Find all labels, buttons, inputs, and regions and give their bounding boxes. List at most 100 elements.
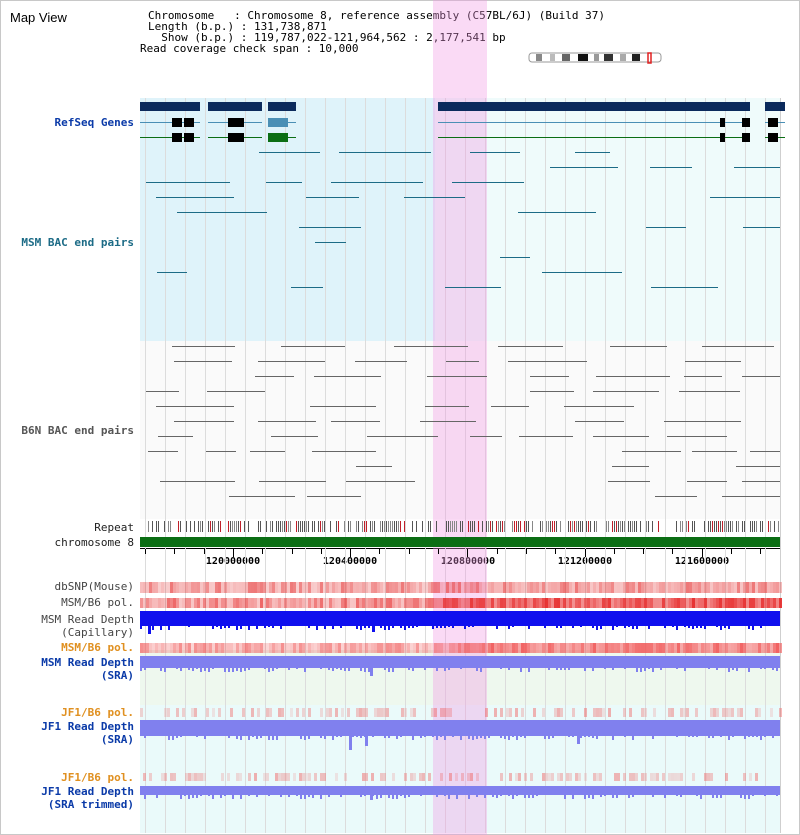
grid-line [285, 98, 286, 833]
heat-cell [431, 643, 434, 653]
heat-cell [398, 582, 401, 593]
read-depth-bar [360, 626, 362, 630]
heat-cell [530, 582, 533, 593]
heat-cell [542, 582, 545, 593]
heat-cell [314, 598, 317, 608]
read-depth-bar [320, 668, 322, 669]
heat-cell [224, 643, 227, 653]
heat-cell [407, 582, 410, 593]
read-depth-bar [336, 668, 338, 669]
read-depth-bar [384, 626, 386, 630]
repeat-element [756, 521, 757, 532]
repeat-element [456, 521, 457, 532]
read-depth-bar [524, 736, 526, 738]
heat-cell [449, 773, 452, 781]
read-depth-bar [272, 736, 274, 740]
heat-cell [572, 643, 575, 653]
repeat-element [572, 521, 573, 532]
read-depth-bar [720, 795, 722, 798]
heat-cell [674, 582, 677, 593]
heat-cell [353, 582, 356, 593]
repeat-element [768, 521, 769, 532]
heat-cell [581, 643, 584, 653]
heat-cell [476, 598, 479, 608]
read-depth-bar [436, 626, 438, 628]
repeat-element [708, 521, 709, 532]
repeat-element [618, 521, 619, 532]
heat-cell [473, 598, 476, 608]
heat-cell [140, 708, 143, 717]
heat-cell [458, 582, 461, 593]
heat-cell [176, 598, 179, 608]
b6n-bac-pair [595, 376, 671, 377]
heat-cell [536, 643, 539, 653]
heat-cell [446, 643, 449, 653]
msm-b6-pol-sra-label: MSM/B6 pol. [61, 641, 134, 654]
b6n-bac-pair [346, 481, 416, 482]
heat-cell [605, 643, 608, 653]
gene-exon [268, 133, 288, 142]
heat-cell [620, 598, 623, 608]
heat-cell [545, 582, 548, 593]
heat-cell [575, 598, 578, 608]
read-depth-bar [332, 626, 334, 629]
read-depth-bar [624, 668, 626, 669]
heat-cell [398, 643, 401, 653]
heat-cell [311, 643, 314, 653]
heat-cell [470, 598, 473, 608]
heat-cell [362, 773, 365, 781]
heat-cell [386, 582, 389, 593]
repeat-element [314, 521, 315, 532]
grid-line [645, 98, 646, 833]
read-depth-bar [728, 736, 730, 740]
heat-cell [479, 643, 482, 653]
chromosome-ideogram[interactable] [528, 52, 663, 64]
heat-cell [299, 598, 302, 608]
gene-transcript [268, 102, 296, 111]
heat-cell [293, 773, 296, 781]
grid-line [445, 98, 446, 833]
grid-line [305, 98, 306, 833]
heat-cell [749, 773, 752, 781]
read-depth-bar [508, 668, 510, 670]
heat-cell [602, 643, 605, 653]
b6n-bac-pair [257, 361, 326, 362]
heat-cell [551, 582, 554, 593]
heat-cell [431, 598, 434, 608]
read-depth-bar [764, 668, 766, 669]
repeat-element [260, 521, 261, 532]
read-depth-bar [328, 795, 330, 797]
grid-line [585, 98, 586, 833]
read-depth-bar [144, 668, 146, 670]
heat-cell [629, 708, 632, 717]
heat-cell [668, 643, 671, 653]
repeat-element [178, 521, 179, 532]
heat-cell [689, 598, 692, 608]
heat-cell [419, 582, 422, 593]
read-depth-bar [520, 668, 522, 672]
heat-cell [734, 598, 737, 608]
heat-cell [662, 773, 665, 781]
repeat-element [214, 521, 215, 532]
read-depth-bar [700, 626, 702, 628]
heat-cell [320, 773, 323, 781]
read-depth-bar [604, 795, 606, 796]
b6n-bac-pair [691, 451, 738, 452]
heat-cell [764, 643, 767, 653]
heat-cell [695, 708, 698, 717]
repeat-element [232, 521, 233, 532]
heat-cell [644, 582, 647, 593]
heat-cell [200, 773, 203, 781]
read-depth-bar [300, 795, 302, 799]
heat-cell [587, 643, 590, 653]
heat-cell [302, 598, 305, 608]
heat-cell [761, 598, 764, 608]
read-depth-bar [632, 626, 634, 629]
heat-cell [272, 598, 275, 608]
heat-cell [767, 598, 770, 608]
heat-cell [560, 643, 563, 653]
repeat-element [612, 521, 613, 532]
read-depth-bar [676, 626, 678, 630]
heat-cell [218, 708, 221, 717]
heat-cell [629, 582, 632, 593]
